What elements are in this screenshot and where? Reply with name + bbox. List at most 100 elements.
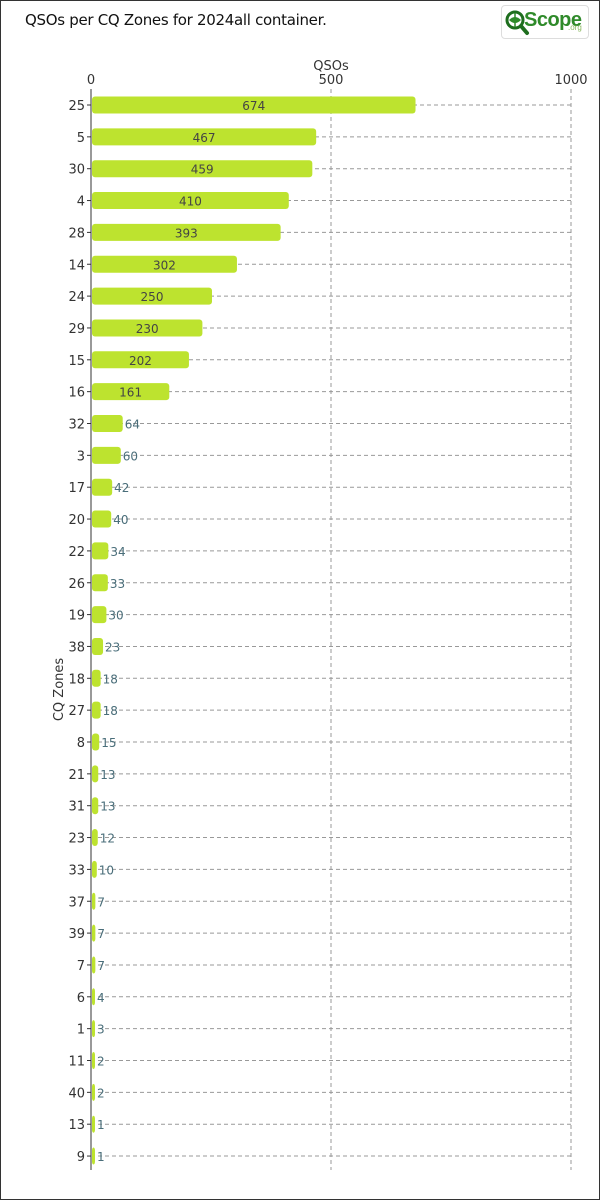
bar xyxy=(92,1147,95,1165)
bar-value-label: 40 xyxy=(113,513,128,527)
bar-value-label: 2 xyxy=(97,1086,105,1100)
bar xyxy=(92,924,96,942)
y-category-label: 16 xyxy=(68,386,85,401)
bar xyxy=(92,192,289,210)
y-category-label: 15 xyxy=(68,354,85,369)
y-category-label: 32 xyxy=(68,418,85,433)
bar-value-label: 393 xyxy=(175,226,198,240)
bar-value-label: 18 xyxy=(103,704,118,718)
y-category-label: 6 xyxy=(77,991,85,1006)
bar xyxy=(92,860,97,878)
y-category-label: 40 xyxy=(68,1086,85,1101)
bar xyxy=(92,1052,95,1069)
bar-value-label: 1 xyxy=(97,1150,105,1164)
gridlines xyxy=(87,89,572,1170)
bars xyxy=(92,96,416,1165)
bar xyxy=(92,765,99,783)
y-category-label: 5 xyxy=(77,131,85,146)
bar xyxy=(92,96,416,114)
magnifier-globe-icon xyxy=(505,10,529,35)
bar xyxy=(92,319,203,337)
y-category-label: 27 xyxy=(68,704,85,719)
y-category-label: 28 xyxy=(68,226,85,241)
y-category-label: 26 xyxy=(68,577,85,592)
bar-value-label: 13 xyxy=(100,768,115,782)
bar xyxy=(92,255,237,273)
bar xyxy=(92,574,108,592)
y-category-label: 8 xyxy=(77,736,85,751)
bar-value-label: 250 xyxy=(141,290,164,304)
y-category-label: 11 xyxy=(68,1055,85,1070)
bar xyxy=(92,1083,95,1101)
bar xyxy=(92,797,99,815)
bar-value-label: 7 xyxy=(97,959,105,973)
y-category-label: 25 xyxy=(68,99,85,114)
y-category-label: 3 xyxy=(77,449,85,464)
y-category-label: 4 xyxy=(77,195,85,210)
y-axis-title: CQ Zones xyxy=(52,658,67,722)
bar xyxy=(92,415,123,432)
y-category-label: 24 xyxy=(68,290,85,305)
logo-suffix: .org xyxy=(568,23,582,32)
bar-value-label: 3 xyxy=(97,1023,105,1037)
bar-value-label: 64 xyxy=(125,418,140,432)
bar-value-label: 161 xyxy=(119,386,142,400)
bar xyxy=(92,669,101,687)
bar-value-label: 674 xyxy=(242,99,265,113)
chart-title: QSOs per CQ Zones for 2024all container. xyxy=(25,11,327,29)
bar-value-label: 60 xyxy=(123,449,138,463)
bar-value-label: 10 xyxy=(99,863,114,877)
bar xyxy=(92,128,317,146)
y-category-label: 9 xyxy=(77,1150,85,1165)
y-category-label: 30 xyxy=(68,163,85,178)
y-category-label: 38 xyxy=(68,640,85,655)
y-category-label: 7 xyxy=(77,959,85,974)
y-category-label: 39 xyxy=(68,927,85,942)
y-category-label: 19 xyxy=(68,609,85,624)
y-category-label: 14 xyxy=(68,258,85,273)
bar-value-label: 302 xyxy=(153,258,176,272)
bar-value-label: 202 xyxy=(129,354,152,368)
y-category-label: 31 xyxy=(68,800,85,815)
bar xyxy=(92,383,170,401)
bar xyxy=(92,223,281,241)
bar-value-label: 1 xyxy=(97,1118,105,1132)
bar xyxy=(92,829,98,847)
y-category-label: 22 xyxy=(68,545,85,560)
bar xyxy=(92,542,109,560)
bar-value-label: 12 xyxy=(100,832,115,846)
bar xyxy=(92,733,100,751)
bar-value-label: 4 xyxy=(97,991,105,1005)
bar xyxy=(92,606,107,624)
qscope-logo[interactable]: Scope .org xyxy=(501,5,589,39)
bar-value-label: 230 xyxy=(136,322,159,336)
bar xyxy=(92,446,121,464)
bar-value-label: 13 xyxy=(100,800,115,814)
x-axis-title: QSOs xyxy=(313,59,349,74)
bar-value-label: 459 xyxy=(191,163,214,177)
y-category-label: 29 xyxy=(68,322,85,337)
y-category-label: 17 xyxy=(68,481,85,496)
bar-value-label: 467 xyxy=(193,131,216,145)
y-category-label: 37 xyxy=(68,895,85,910)
bar-value-label: 30 xyxy=(108,609,123,623)
y-category-label: 13 xyxy=(68,1118,85,1133)
bar-value-label: 33 xyxy=(110,577,125,591)
logo-text: Scope xyxy=(524,9,582,31)
y-category-label: 18 xyxy=(68,672,85,687)
bar-value-label: 18 xyxy=(103,672,118,686)
bar-value-label: 2 xyxy=(97,1055,105,1069)
y-category-label: 23 xyxy=(68,832,85,847)
bar xyxy=(92,637,104,655)
y-category-label: 20 xyxy=(68,513,85,528)
bar xyxy=(92,287,212,305)
bar-value-label: 410 xyxy=(179,195,202,209)
bar xyxy=(92,160,313,178)
y-category-label: 21 xyxy=(68,768,85,783)
x-tick-label: 500 xyxy=(319,73,344,88)
bar xyxy=(92,478,113,496)
bar-value-label: 34 xyxy=(110,545,125,559)
bar-value-label: 7 xyxy=(97,895,105,909)
